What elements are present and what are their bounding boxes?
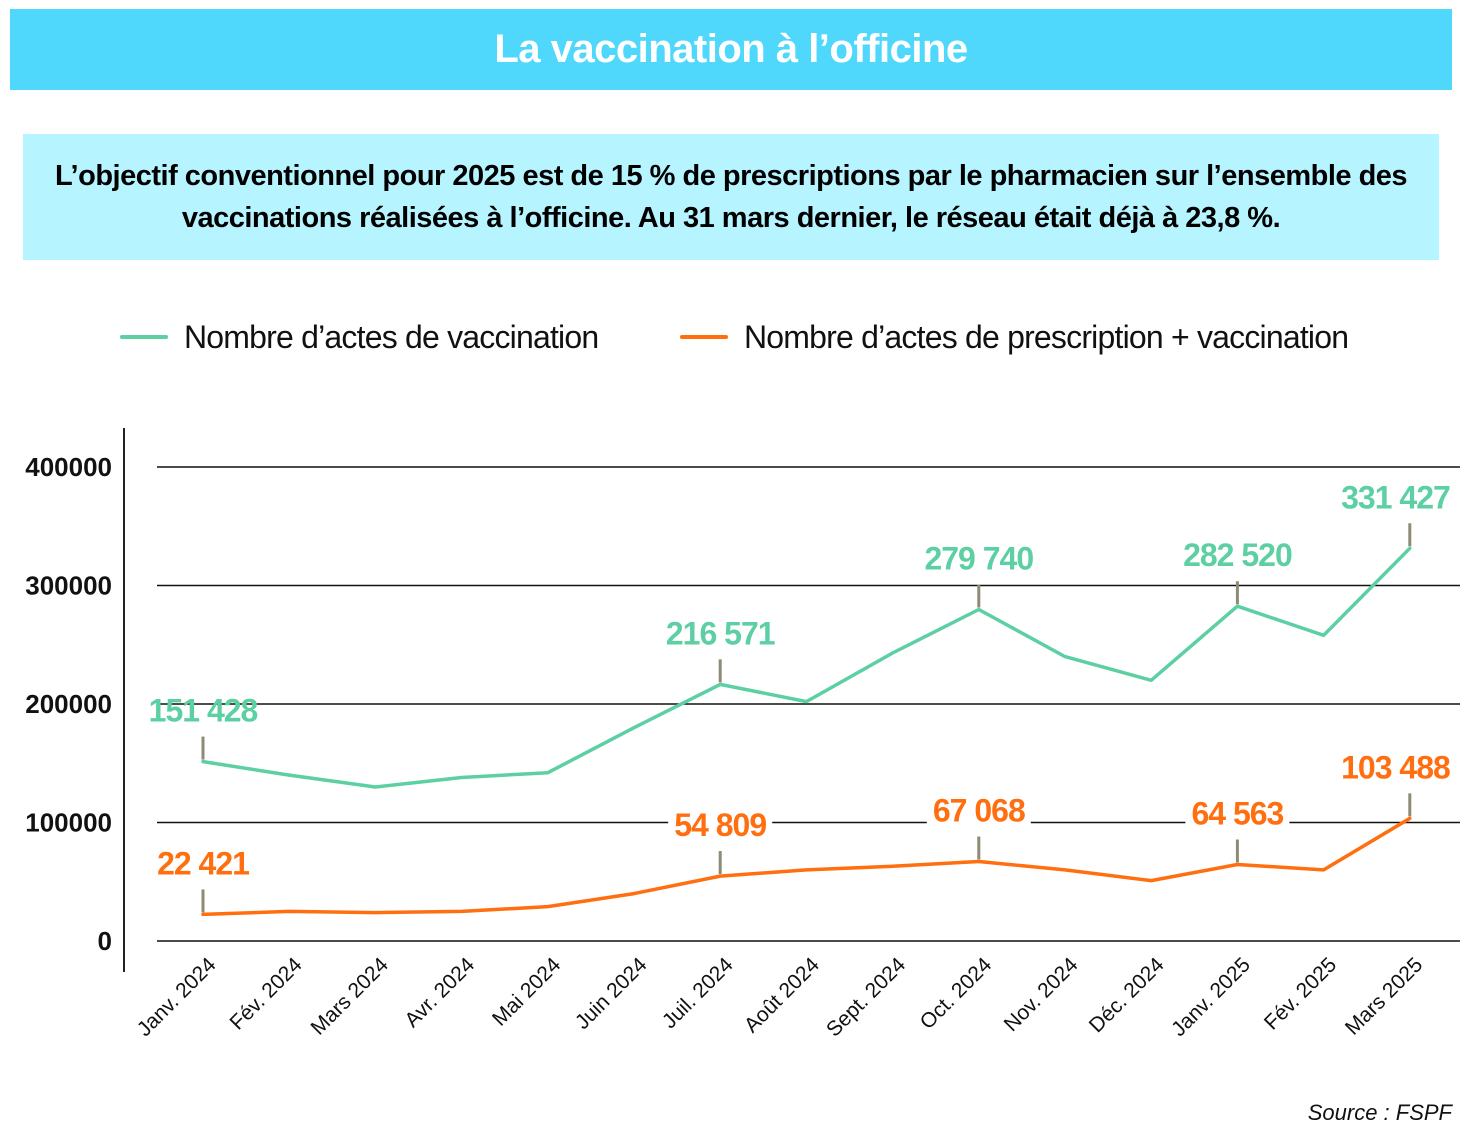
data-label: 331 427 <box>1341 479 1450 515</box>
x-tick-label: Déc. 2024 <box>1085 953 1169 1037</box>
data-label: 67 068 <box>933 793 1025 829</box>
y-tick-label: 0 <box>98 926 112 956</box>
data-label-backing <box>1345 753 1450 788</box>
x-tick-label: Mai 2024 <box>488 953 566 1031</box>
y-tick-label: 200000 <box>25 689 112 719</box>
data-label: 103 488 <box>1341 749 1450 785</box>
legend: Nombre d’actes de vaccination Nombre d’a… <box>0 315 1468 359</box>
x-tick-label: Mars 2024 <box>307 953 394 1040</box>
series-line-vaccination <box>201 546 1412 789</box>
x-tick-label: Juil. 2024 <box>658 953 738 1033</box>
series-line-prescription <box>201 816 1412 917</box>
x-tick-label: Sept. 2024 <box>822 953 910 1041</box>
x-tick-label: Nov. 2024 <box>1000 953 1083 1036</box>
data-label: 282 520 <box>1183 537 1292 573</box>
chart-subtitle: L’objectif conventionnel pour 2025 est d… <box>54 159 1408 234</box>
source-note: Source : FSPF <box>1307 1100 1452 1125</box>
x-tick-label: Janv. 2025 <box>1167 953 1255 1041</box>
x-tick-label: Août 2024 <box>740 953 824 1037</box>
x-tick-label: Avr. 2024 <box>400 953 479 1032</box>
x-tick-label: Oct. 2024 <box>916 953 997 1034</box>
data-label-backing <box>1185 799 1290 834</box>
title-banner: La vaccination à l’officine <box>10 9 1452 90</box>
data-label-backing <box>151 849 255 884</box>
data-label-backing <box>926 796 1031 831</box>
x-tick-label: Fév. 2024 <box>226 953 307 1034</box>
data-label: 216 571 <box>666 615 775 651</box>
data-label: 22 421 <box>157 845 249 881</box>
legend-swatch-vaccination <box>120 335 168 339</box>
legend-label-prescription: Nombre d’actes de prescription + vaccina… <box>744 318 1349 355</box>
x-tick-label: Fév. 2025 <box>1260 953 1341 1034</box>
legend-label-vaccination: Nombre d’actes de vaccination <box>184 318 599 355</box>
legend-item-vaccination: Nombre d’actes de vaccination <box>120 315 599 359</box>
data-label: 54 809 <box>674 807 766 843</box>
data-label: 64 563 <box>1191 795 1283 831</box>
chart-title: La vaccination à l’officine <box>494 27 968 71</box>
y-tick-label: 300000 <box>25 570 112 600</box>
x-tick-label: Mars 2025 <box>1341 953 1427 1039</box>
data-label-backing <box>668 811 773 846</box>
legend-item-prescription: Nombre d’actes de prescription + vaccina… <box>680 315 1349 359</box>
x-tick-label: Janv. 2024 <box>133 953 221 1041</box>
subtitle-box: L’objectif conventionnel pour 2025 est d… <box>23 134 1439 260</box>
legend-swatch-prescription <box>680 335 728 339</box>
y-tick-label: 400000 <box>25 452 112 482</box>
y-tick-label: 100000 <box>25 807 112 837</box>
data-label: 151 428 <box>149 693 258 729</box>
x-tick-label: Juin 2024 <box>571 953 652 1034</box>
data-label: 279 740 <box>924 541 1033 577</box>
